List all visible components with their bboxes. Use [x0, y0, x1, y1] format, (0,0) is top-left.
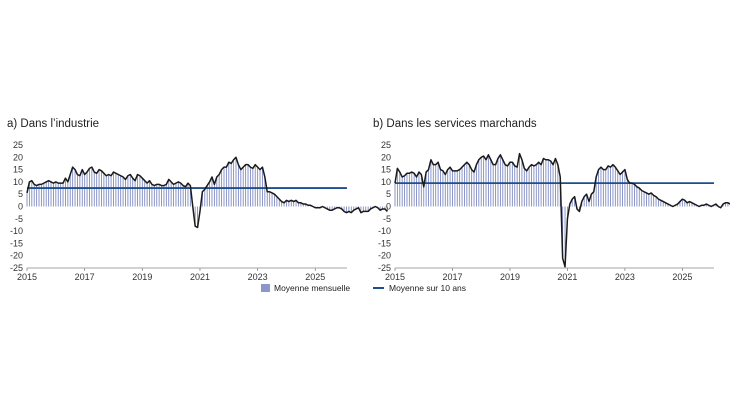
- panel-a-y-tick: -25: [10, 263, 23, 273]
- panel-b-monthly-line: [394, 152, 730, 268]
- panel-a-y-tick: 10: [13, 177, 23, 187]
- panel-a-y-tick: 5: [18, 189, 23, 199]
- panel-a-y-tick: -20: [10, 251, 23, 261]
- panel-a-monthly-line: [26, 156, 388, 229]
- panel-b-y-tick: 25: [381, 140, 391, 150]
- panel-b-y-tick: 5: [386, 189, 391, 199]
- panel-b-y-tick: -5: [383, 214, 391, 224]
- panel-a-y-tick: 25: [13, 140, 23, 150]
- panel-b-y-tick: -20: [378, 251, 391, 261]
- panel-a-y-tick: 0: [18, 202, 23, 212]
- legend-monthly-swatch: [261, 284, 270, 292]
- panel-a-y-tick: -10: [10, 226, 23, 236]
- panel-a-title: a) Dans l’industrie: [7, 118, 99, 130]
- legend-ten-year: Moyenne sur 10 ans: [373, 283, 466, 293]
- legend-monthly-label: Moyenne mensuelle: [274, 283, 350, 293]
- legend-ten-year-label: Moyenne sur 10 ans: [389, 283, 466, 293]
- panel-a-y-tick: -15: [10, 238, 23, 248]
- panel-b-y-tick: -25: [378, 263, 391, 273]
- panel-a-y-tick: 15: [13, 165, 23, 175]
- panel-a-x-tick: 2023: [248, 272, 268, 282]
- panel-a-x-tick: 2017: [75, 272, 95, 282]
- panel-a-y-tick: 20: [13, 152, 23, 162]
- panel-b-x-tick: 2019: [500, 272, 520, 282]
- panel-b-y-tick: 15: [381, 165, 391, 175]
- panel-b-title: b) Dans les services marchands: [373, 118, 537, 130]
- panel-b-y-tick: -15: [378, 238, 391, 248]
- panel-b-x-tick: 2023: [615, 272, 635, 282]
- panel-a-x-tick: 2015: [17, 272, 37, 282]
- panel-b-x-tick: 2021: [557, 272, 577, 282]
- panel-b-y-tick: 10: [381, 177, 391, 187]
- panel-b-x-tick: 2025: [672, 272, 692, 282]
- panel-b-y-tick: 20: [381, 152, 391, 162]
- panel-b-x-tick: 2015: [385, 272, 405, 282]
- panel-a-x-tick: 2025: [305, 272, 325, 282]
- panel-a-x-tick: 2019: [132, 272, 152, 282]
- panel-b-y-tick: -10: [378, 226, 391, 236]
- legend-monthly: Moyenne mensuelle: [261, 283, 350, 293]
- panel-a-y-tick: -5: [15, 214, 23, 224]
- panel-b-x-tick: 2017: [442, 272, 462, 282]
- panel-a-x-tick: 2021: [190, 272, 210, 282]
- panel-b-y-tick: 0: [386, 202, 391, 212]
